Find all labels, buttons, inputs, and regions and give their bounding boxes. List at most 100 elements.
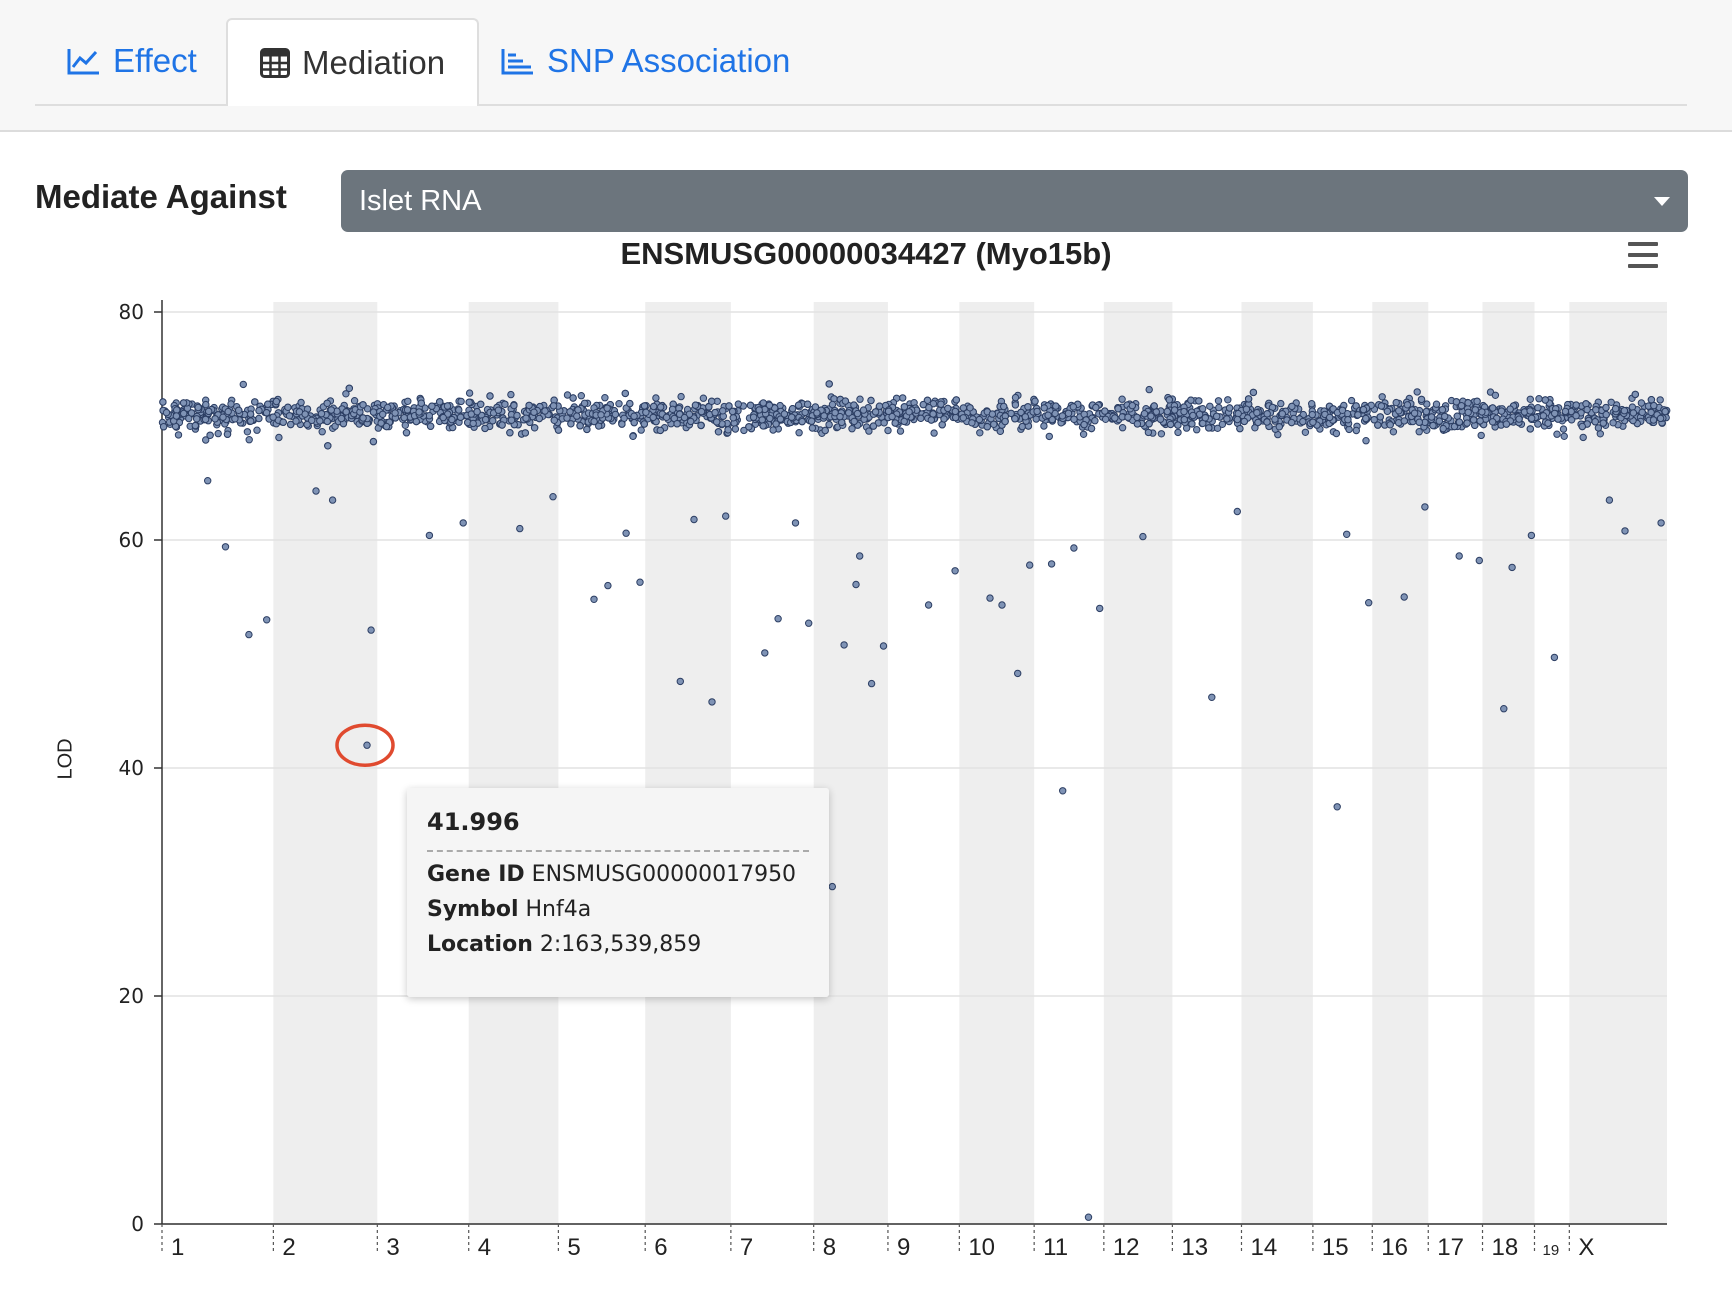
data-point xyxy=(1657,519,1665,527)
data-point xyxy=(1114,405,1122,413)
data-point xyxy=(1582,400,1590,408)
data-point xyxy=(1629,409,1638,417)
data-point xyxy=(1413,388,1421,396)
data-point xyxy=(369,408,378,416)
data-point xyxy=(489,417,497,425)
data-point xyxy=(1287,418,1296,427)
data-point xyxy=(246,410,255,418)
chromosome-band xyxy=(813,302,888,1224)
data-point xyxy=(740,426,748,435)
data-point xyxy=(807,417,816,425)
data-point xyxy=(219,413,227,421)
data-point xyxy=(652,394,660,402)
data-point xyxy=(1343,530,1351,538)
data-point xyxy=(1432,400,1441,408)
data-point xyxy=(923,396,932,404)
data-point xyxy=(761,649,769,657)
data-point xyxy=(566,408,574,416)
x-tick-label: 12 xyxy=(1113,1234,1140,1261)
data-point xyxy=(1377,402,1386,410)
data-point xyxy=(662,413,671,421)
data-point xyxy=(1145,385,1153,394)
data-point xyxy=(1491,391,1500,399)
data-point xyxy=(713,418,721,426)
data-point xyxy=(284,403,292,411)
x-tick-label: 9 xyxy=(897,1234,910,1261)
data-point xyxy=(1140,410,1149,418)
data-point xyxy=(1464,399,1472,407)
tooltip-gene-id: Gene ID ENSMUSG00000017950 xyxy=(427,862,797,887)
data-point xyxy=(1309,418,1317,426)
data-point xyxy=(937,400,945,408)
data-point xyxy=(173,406,181,414)
data-point xyxy=(573,412,581,420)
data-point xyxy=(550,416,558,424)
data-point xyxy=(402,429,411,437)
data-point xyxy=(1359,405,1368,414)
data-point xyxy=(1400,417,1409,425)
data-point xyxy=(867,679,876,688)
tab-mediation[interactable]: Mediation xyxy=(226,18,480,106)
data-point xyxy=(626,399,634,408)
tab-snp-association[interactable]: SNP Association xyxy=(469,18,822,104)
data-point xyxy=(791,519,800,527)
data-point xyxy=(1052,402,1060,410)
data-point xyxy=(769,426,777,434)
data-point xyxy=(297,398,305,407)
data-point xyxy=(1421,503,1429,511)
data-point xyxy=(443,402,452,410)
chromosome-band xyxy=(468,302,559,1224)
data-point xyxy=(1242,405,1251,413)
data-point xyxy=(1084,1213,1093,1221)
y-tick-label: 60 xyxy=(119,528,144,552)
tab-effect[interactable]: Effect xyxy=(35,18,229,104)
data-point xyxy=(986,594,994,602)
data-point xyxy=(856,395,864,403)
data-point xyxy=(1439,424,1447,433)
data-point xyxy=(1344,416,1352,424)
data-point xyxy=(865,427,873,435)
data-point xyxy=(535,414,543,423)
data-point xyxy=(1410,409,1419,417)
chart-menu-icon[interactable] xyxy=(1628,242,1658,268)
data-point xyxy=(1583,405,1591,414)
data-point xyxy=(1208,693,1216,701)
data-point xyxy=(1118,424,1127,432)
data-point xyxy=(1058,412,1067,420)
tooltip-location: Location 2:163,539,859 xyxy=(427,932,702,957)
data-point xyxy=(780,410,789,418)
data-point xyxy=(1374,421,1382,429)
data-point xyxy=(247,417,255,425)
data-point xyxy=(312,487,320,495)
data-point xyxy=(1223,415,1231,423)
data-point xyxy=(1157,430,1166,438)
data-point xyxy=(825,380,833,388)
data-point xyxy=(1026,561,1034,569)
data-point xyxy=(1550,653,1559,662)
data-point xyxy=(1352,426,1361,435)
data-point xyxy=(597,411,605,419)
data-point xyxy=(522,414,530,422)
data-point xyxy=(1602,410,1610,419)
data-point xyxy=(821,426,829,435)
data-point xyxy=(1647,396,1656,404)
data-point xyxy=(1553,430,1561,438)
data-point xyxy=(1592,406,1600,414)
data-point xyxy=(506,429,514,437)
data-point xyxy=(636,578,644,586)
data-point xyxy=(563,414,571,422)
data-point xyxy=(1347,396,1356,405)
data-point xyxy=(1144,428,1153,437)
data-point xyxy=(1040,422,1048,430)
data-point xyxy=(567,420,575,428)
data-point xyxy=(1017,408,1025,417)
mediate-against-select[interactable]: Islet RNA xyxy=(341,170,1688,232)
data-point xyxy=(227,400,235,408)
data-point xyxy=(1193,426,1201,434)
data-point xyxy=(221,543,230,551)
data-point xyxy=(1236,424,1244,433)
data-point xyxy=(831,409,839,417)
chromosome-band xyxy=(959,302,1035,1224)
data-point xyxy=(867,396,875,405)
